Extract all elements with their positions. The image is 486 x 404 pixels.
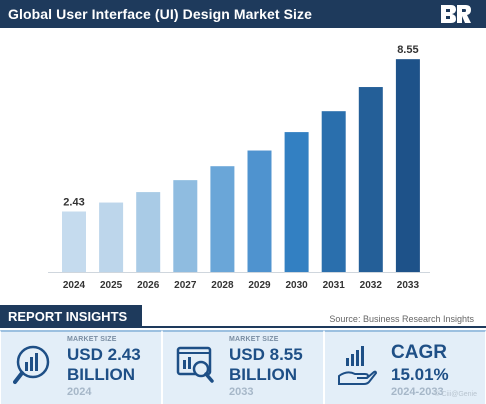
market-size-2024-card: MARKET SIZE USD 2.43 BILLION 2024 [0, 330, 162, 404]
x-tick-label: 2024 [63, 280, 86, 291]
cagr-value: 15.01% [391, 365, 449, 384]
bar-2030 [284, 132, 309, 272]
card-year: 2024 [67, 386, 92, 398]
x-tick-label: 2027 [174, 280, 197, 291]
bar-2032 [358, 87, 383, 272]
card-value-line2: BILLION [67, 365, 135, 384]
x-tick-label: 2026 [137, 280, 160, 291]
x-tick-label: 2030 [285, 280, 308, 291]
growth-hand-icon [338, 346, 377, 385]
card-year: 2033 [229, 386, 254, 398]
br-logo-icon [441, 5, 471, 23]
x-tick-label: 2033 [397, 280, 420, 291]
bar-2024 [62, 211, 86, 272]
chart-title: Global User Interface (UI) Design Market… [8, 6, 313, 22]
card-value-line1: USD 2.43 [67, 345, 141, 364]
bar-2029 [247, 150, 272, 272]
data-label: 8.55 [397, 44, 418, 56]
data-label: 2.43 [63, 197, 84, 209]
insight-cards: MARKET SIZE USD 2.43 BILLION 2024 MARKET… [0, 330, 486, 404]
x-tick-label: 2029 [248, 280, 271, 291]
bar-2027 [173, 180, 198, 272]
bar-chart: 2024 2.43 2025 2026 2027 2028 2029 2030 2031 2032… [0, 28, 486, 300]
x-tick-label: 2032 [360, 280, 383, 291]
report-insights-tab: REPORT INSIGHTS [0, 305, 142, 327]
x-tick-label: 2025 [100, 280, 123, 291]
card-value-line2: BILLION [229, 365, 297, 384]
report-insights-label: REPORT INSIGHTS [8, 308, 128, 324]
market-chart-icon [13, 345, 50, 384]
bar-2028 [210, 166, 235, 272]
watermark: © Ciii@​Genie [434, 391, 477, 398]
cagr-card: CAGR 15.01% 2024-2033 © Ciii@​Genie [324, 330, 486, 404]
bar-2025 [99, 202, 124, 272]
cagr-label: CAGR [391, 342, 447, 363]
title-bar: Global User Interface (UI) Design Market… [0, 0, 486, 28]
bar-2033 [395, 59, 420, 272]
cagr-years: 2024-2033 [391, 386, 444, 398]
bar-2026 [136, 192, 161, 272]
market-size-2033-card: MARKET SIZE USD 8.55 BILLION 2033 [162, 330, 324, 404]
bar-2031 [321, 111, 346, 273]
x-tick-label: 2028 [211, 280, 234, 291]
card-label: MARKET SIZE [229, 336, 279, 343]
source-text: Source: Business Research Insights [329, 314, 474, 324]
market-report-icon [176, 346, 214, 383]
card-label: MARKET SIZE [67, 336, 117, 343]
x-tick-label: 2031 [323, 280, 346, 291]
card-value-line1: USD 8.55 [229, 345, 303, 364]
insights-divider [0, 326, 486, 328]
